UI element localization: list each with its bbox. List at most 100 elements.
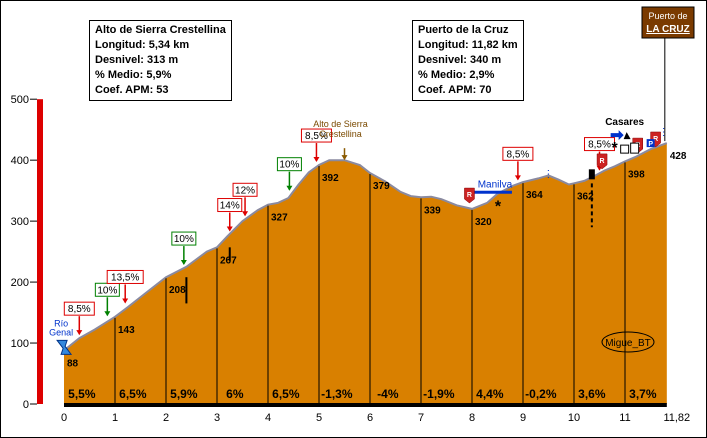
x-tick-label: 10 bbox=[568, 412, 580, 424]
x-tick-label: 11 bbox=[619, 412, 630, 424]
x-tick-label: 2 bbox=[163, 412, 169, 424]
fountain-icon: ⋮ bbox=[659, 127, 669, 138]
elevation-label: 428 bbox=[670, 151, 687, 162]
segment-gradient-label: -0,2% bbox=[525, 387, 557, 401]
elevation-label: 392 bbox=[322, 173, 339, 184]
y-tick-label: 200 bbox=[11, 277, 29, 289]
stats-longitud: Longitud: 5,34 km bbox=[95, 39, 190, 51]
ramp-flag-label: 8,5% bbox=[68, 304, 91, 315]
x-tick-label: 0 bbox=[61, 412, 67, 424]
stats-title: Alto de Sierra Crestellina bbox=[95, 24, 226, 36]
ramp-flag-box bbox=[217, 198, 243, 213]
elevation-axis-bar bbox=[37, 99, 43, 404]
ramp-flag-label: 8,5% bbox=[588, 140, 611, 151]
building-icon bbox=[630, 142, 640, 154]
ramp-flag-box bbox=[584, 137, 615, 152]
town-label-casares: Casares bbox=[605, 117, 644, 128]
x-tick-label: 6 bbox=[367, 412, 373, 424]
building-icon bbox=[620, 144, 630, 154]
x-tick-label: 9 bbox=[520, 412, 526, 424]
segment-gradient-label: 6,5% bbox=[119, 387, 147, 401]
ramp-flag-box bbox=[300, 128, 332, 143]
ramp-flag-box bbox=[276, 157, 302, 172]
pass-sign-line2: LA CRUZ bbox=[646, 24, 690, 35]
service-marker-letter: R bbox=[600, 158, 605, 165]
viewpoint-icon: * bbox=[612, 140, 619, 157]
stats-desnivel: Desnivel: 313 m bbox=[95, 54, 179, 66]
direction-arrow-icon bbox=[610, 130, 624, 141]
ramp-flag-label: 14% bbox=[220, 201, 240, 212]
ramp-flag-label: 10% bbox=[279, 160, 299, 171]
ramp-flag-label: 8,5% bbox=[507, 149, 530, 160]
ramp-flag-arrowhead bbox=[286, 185, 293, 191]
service-marker-icon bbox=[596, 153, 608, 170]
stats-medio: % Medio: 5,9% bbox=[95, 69, 172, 81]
summit-arrowhead bbox=[341, 155, 348, 161]
segment-gradient-label: 5,9% bbox=[170, 387, 198, 401]
town-pointer-icon bbox=[623, 132, 631, 140]
ramp-flag-box bbox=[502, 146, 534, 161]
x-axis-bar bbox=[64, 403, 667, 407]
profile-area bbox=[64, 143, 667, 404]
elevation-label: 364 bbox=[526, 190, 543, 201]
ramp-flag-arrowhead bbox=[180, 260, 187, 266]
river-label: Genal bbox=[49, 327, 73, 337]
ramp-flag-arrowhead bbox=[76, 330, 83, 336]
parking-letter: P bbox=[648, 141, 653, 148]
pass-sign-box bbox=[641, 6, 695, 39]
x-tick-label: 7 bbox=[418, 412, 424, 424]
credit-ellipse bbox=[601, 331, 655, 353]
ramp-flag-label: 12% bbox=[235, 185, 255, 196]
service-marker-icon bbox=[464, 187, 475, 204]
segment-gradient-label: 3,6% bbox=[578, 387, 606, 401]
x-tick-label: 11,82 bbox=[663, 412, 690, 424]
river-label: Río bbox=[54, 318, 68, 328]
ramp-flag-arrowhead bbox=[226, 226, 233, 232]
segment-gradient-label: -1,9% bbox=[423, 387, 455, 401]
elevation-label: 320 bbox=[475, 217, 492, 228]
ramp-flag-box bbox=[63, 301, 95, 316]
pass-sign-line1: Puerto de bbox=[648, 11, 687, 21]
ramp-flag-box bbox=[106, 269, 144, 284]
ramp-flag-label: 10% bbox=[174, 234, 194, 245]
elevation-label: 398 bbox=[628, 169, 645, 180]
ramp-flag-arrowhead bbox=[514, 175, 521, 181]
ramp-flag-box bbox=[232, 182, 258, 197]
town-label-manilva: Manilva bbox=[478, 180, 513, 191]
stats-box-crestellina: Alto de Sierra Crestellina Longitud: 5,3… bbox=[89, 20, 232, 101]
ramp-flag-arrowhead bbox=[104, 311, 111, 317]
service-marker-letter: R bbox=[653, 136, 658, 143]
y-tick-label: 500 bbox=[11, 94, 29, 106]
elevation-label: 143 bbox=[118, 325, 135, 336]
x-tick-label: 8 bbox=[469, 412, 475, 424]
y-tick-label: 100 bbox=[11, 338, 29, 350]
town-bar-manilva bbox=[473, 190, 512, 194]
summit-label: Crestellina bbox=[319, 129, 362, 139]
ramp-flag-label: 13,5% bbox=[111, 272, 139, 283]
stats-box-puerto-cruz: Puerto de la Cruz Longitud: 11,82 km Des… bbox=[412, 20, 524, 101]
profile-line bbox=[63, 142, 668, 352]
stats-apm: Coef. APM: 53 bbox=[95, 84, 169, 96]
stats-medio: % Medio: 2,9% bbox=[418, 69, 495, 81]
x-tick-label: 3 bbox=[214, 412, 220, 424]
y-tick-label: 300 bbox=[11, 216, 29, 228]
segment-gradient-label: 3,7% bbox=[629, 387, 657, 401]
tunnel-icon bbox=[588, 169, 595, 180]
ramp-flag-label: 8,5% bbox=[305, 131, 328, 142]
ramp-flag-arrowhead bbox=[242, 211, 249, 217]
elevation-label: 362 bbox=[577, 191, 594, 202]
elevation-label: 379 bbox=[373, 181, 390, 192]
elevation-label: 339 bbox=[424, 205, 441, 216]
y-tick-label: 400 bbox=[11, 155, 29, 167]
parking-icon bbox=[646, 139, 655, 148]
x-tick-label: 1 bbox=[112, 412, 118, 424]
x-tick-label: 4 bbox=[265, 412, 271, 424]
credit-label: Migue_BT bbox=[605, 338, 651, 349]
segment-gradient-label: 6% bbox=[226, 387, 244, 401]
elevation-label: 267 bbox=[220, 255, 237, 266]
viewpoint-icon: * bbox=[495, 199, 502, 216]
segment-gradient-label: -4% bbox=[377, 387, 399, 401]
stats-apm: Coef. APM: 70 bbox=[418, 84, 492, 96]
stats-title: Puerto de la Cruz bbox=[418, 24, 509, 36]
